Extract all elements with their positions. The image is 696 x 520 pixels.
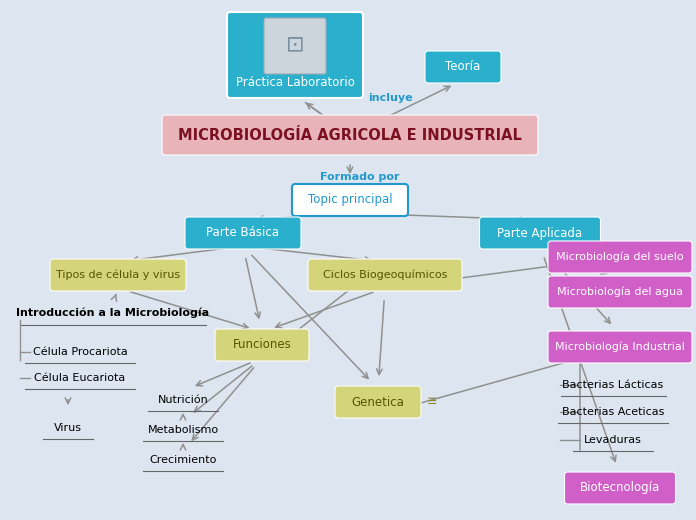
Text: ≡: ≡ — [427, 396, 437, 409]
FancyBboxPatch shape — [215, 329, 309, 361]
Text: Ciclos Biogeoquímicos: Ciclos Biogeoquímicos — [323, 270, 448, 280]
Text: incluye: incluye — [367, 93, 412, 103]
FancyBboxPatch shape — [564, 472, 676, 504]
Text: Bacterias Aceticas: Bacterias Aceticas — [562, 407, 664, 417]
Text: Funciones: Funciones — [232, 339, 292, 352]
FancyBboxPatch shape — [50, 259, 186, 291]
Text: Bacterias Lácticas: Bacterias Lácticas — [562, 380, 663, 390]
Text: Genetica: Genetica — [351, 396, 404, 409]
Text: Virus: Virus — [54, 423, 82, 433]
Text: ⊡: ⊡ — [285, 34, 304, 54]
FancyBboxPatch shape — [292, 184, 408, 216]
Text: Parte Básica: Parte Básica — [207, 227, 280, 240]
FancyBboxPatch shape — [425, 51, 501, 83]
FancyBboxPatch shape — [548, 331, 692, 363]
Text: Célula Eucariota: Célula Eucariota — [34, 373, 125, 383]
FancyBboxPatch shape — [548, 241, 692, 273]
Text: Introducción a la Microbiología: Introducción a la Microbiología — [17, 308, 209, 318]
Text: Práctica Laboratorio: Práctica Laboratorio — [235, 76, 354, 89]
FancyBboxPatch shape — [548, 276, 692, 308]
Text: Topic principal: Topic principal — [308, 193, 393, 206]
Text: Crecimiento: Crecimiento — [150, 455, 216, 465]
Text: Tipos de célula y virus: Tipos de célula y virus — [56, 270, 180, 280]
Text: Metabolismo: Metabolismo — [148, 425, 219, 435]
FancyBboxPatch shape — [162, 115, 538, 155]
FancyBboxPatch shape — [480, 217, 601, 249]
Text: Biotecnología: Biotecnología — [580, 482, 660, 495]
Text: Nutrición: Nutrición — [157, 395, 208, 405]
Text: Microbiología Industrial: Microbiología Industrial — [555, 342, 685, 352]
Text: Teoría: Teoría — [445, 60, 481, 73]
FancyBboxPatch shape — [308, 259, 462, 291]
FancyBboxPatch shape — [185, 217, 301, 249]
FancyBboxPatch shape — [264, 18, 326, 74]
Text: Formado por: Formado por — [320, 172, 400, 182]
Text: Levaduras: Levaduras — [584, 435, 642, 445]
Text: Parte Aplicada: Parte Aplicada — [498, 227, 583, 240]
FancyBboxPatch shape — [227, 12, 363, 98]
Text: MICROBIOLOGÍA AGRICOLA E INDUSTRIAL: MICROBIOLOGÍA AGRICOLA E INDUSTRIAL — [178, 127, 522, 142]
Text: Microbiología del agua: Microbiología del agua — [557, 287, 683, 297]
Text: Célula Procariota: Célula Procariota — [33, 347, 127, 357]
FancyBboxPatch shape — [335, 386, 421, 418]
Text: Microbiología del suelo: Microbiología del suelo — [556, 252, 683, 262]
